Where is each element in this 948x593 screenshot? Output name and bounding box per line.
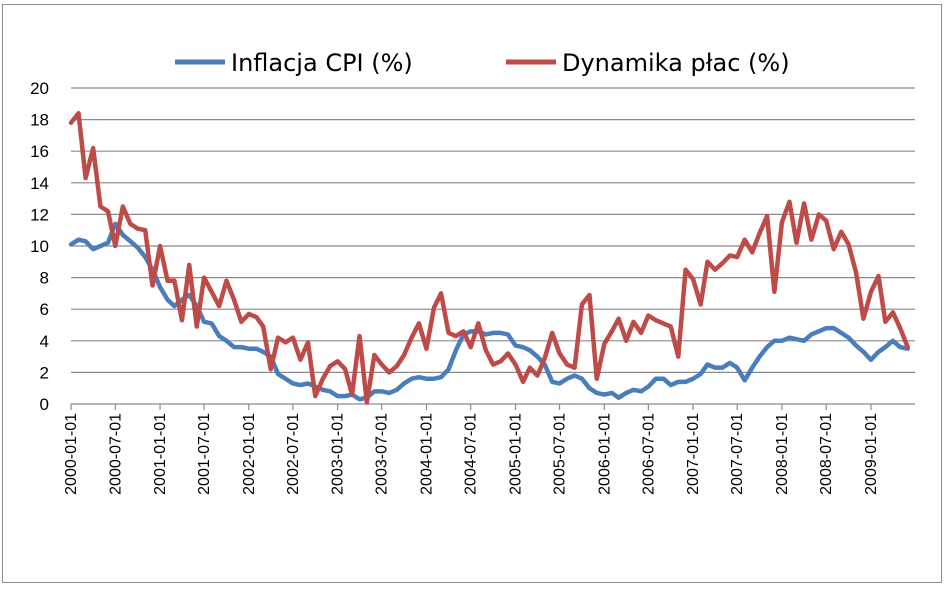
x-tick-label-2009-01-01: 2009-01-01 bbox=[863, 413, 880, 495]
x-tick-label-2008-01-01: 2008-01-01 bbox=[774, 413, 791, 495]
y-tick-label-10: 10 bbox=[30, 237, 49, 256]
x-tick-label-2000-01-01: 2000-01-01 bbox=[63, 413, 80, 495]
x-tick-label-2001-07-01: 2001-07-01 bbox=[196, 413, 213, 495]
y-tick-label-8: 8 bbox=[40, 269, 49, 288]
y-tick-label-2: 2 bbox=[40, 363, 49, 382]
x-tick-label-2002-01-01: 2002-01-01 bbox=[241, 413, 258, 495]
x-tick-label-2002-07-01: 2002-07-01 bbox=[285, 413, 302, 495]
chart-frame: 0 2 4 6 8 10 12 14 16 18 20 2000-01-01 2000-07-01 200… bbox=[2, 4, 942, 583]
legend-label-cpi: Inflacja CPI (%) bbox=[231, 49, 413, 77]
series-line-cpi bbox=[68, 221, 910, 402]
axes: 0 2 4 6 8 10 12 14 16 18 20 2000-01-01 2000-07-01 200… bbox=[30, 79, 915, 495]
x-tick-label-2003-07-01: 2003-07-01 bbox=[374, 413, 391, 495]
x-tick-label-2008-07-01: 2008-07-01 bbox=[818, 413, 835, 495]
y-tick-label-12: 12 bbox=[30, 205, 49, 224]
x-tick-label-2001-01-01: 2001-01-01 bbox=[152, 413, 169, 495]
x-tick-label-2005-07-01: 2005-07-01 bbox=[552, 413, 569, 495]
line-chart: 0 2 4 6 8 10 12 14 16 18 20 2000-01-01 2000-07-01 200… bbox=[30, 49, 915, 495]
y-tick-label-14: 14 bbox=[30, 174, 49, 193]
x-tick-label-2003-01-01: 2003-01-01 bbox=[330, 413, 347, 495]
y-tick-label-6: 6 bbox=[40, 300, 49, 319]
x-tick-label-2005-01-01: 2005-01-01 bbox=[508, 413, 525, 495]
y-tick-label-16: 16 bbox=[30, 142, 49, 161]
y-tick-label-20: 20 bbox=[30, 79, 49, 98]
legend: Inflacja CPI (%) Dynamika płac (%) bbox=[175, 49, 790, 77]
series-lines bbox=[68, 111, 910, 405]
x-tick-label-2004-07-01: 2004-07-01 bbox=[463, 413, 480, 495]
legend-label-wages: Dynamika płac (%) bbox=[562, 49, 790, 77]
gridlines bbox=[71, 87, 915, 373]
x-tick-label-2004-01-01: 2004-01-01 bbox=[418, 413, 435, 495]
x-tick-label-2000-07-01: 2000-07-01 bbox=[107, 413, 124, 495]
series-line-wages bbox=[68, 111, 910, 405]
y-tick-label-0: 0 bbox=[40, 395, 49, 414]
y-tick-label-4: 4 bbox=[40, 332, 49, 351]
series-points-wages bbox=[70, 113, 908, 403]
x-tick-label-2006-07-01: 2006-07-01 bbox=[640, 413, 657, 495]
y-tick-label-18: 18 bbox=[30, 111, 49, 130]
x-tick-label-2006-01-01: 2006-01-01 bbox=[596, 413, 613, 495]
x-tick-label-2007-07-01: 2007-07-01 bbox=[729, 413, 746, 495]
x-tick-label-2007-01-01: 2007-01-01 bbox=[685, 413, 702, 495]
